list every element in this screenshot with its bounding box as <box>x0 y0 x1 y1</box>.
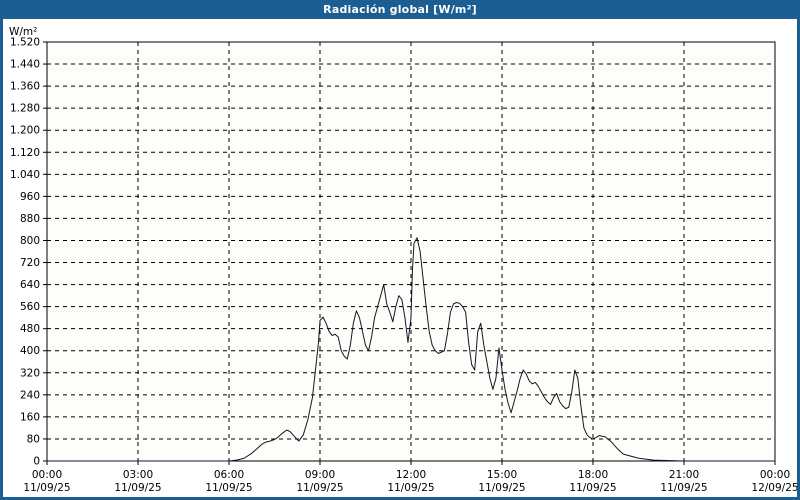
plot-frame <box>46 41 776 462</box>
y-axis-tick-label: 1.120 <box>10 147 40 159</box>
radiation-data-line <box>46 237 776 462</box>
vertical-gridlines <box>137 42 685 461</box>
y-axis-tick-label: 400 <box>20 345 40 357</box>
x-axis-date-label: 11/09/25 <box>660 482 707 494</box>
window-title-bar: Radiación global [W/m²] <box>0 0 800 19</box>
y-axis-tick-marks <box>43 41 47 462</box>
y-axis-tick-label: 960 <box>20 191 40 203</box>
page-title: Radiación global [W/m²] <box>323 3 477 16</box>
x-axis-time-label: 12:00 <box>396 469 426 481</box>
y-axis-labels: 0 80 160 240 320 400 480 560 640 720 800 880 960 1.04… <box>10 37 40 468</box>
x-axis-time-label: 21:00 <box>669 469 699 481</box>
y-axis-tick-label: 880 <box>20 213 40 225</box>
x-axis-time-label: 06:00 <box>214 469 244 481</box>
x-axis-date-label: 11/09/25 <box>569 482 616 494</box>
y-axis-tick-label: 160 <box>20 411 40 423</box>
y-axis-tick-label: 720 <box>20 257 40 269</box>
x-axis-date-label: 12/09/25 <box>751 482 797 494</box>
y-axis-tick-label: 1.520 <box>10 37 40 49</box>
y-axis-tick-label: 640 <box>20 279 40 291</box>
y-axis-tick-label: 80 <box>27 433 40 445</box>
radiation-line-chart: 0 80 160 240 320 400 480 560 640 720 800 880 960 1.04… <box>3 19 797 497</box>
x-axis-date-label: 11/09/25 <box>478 482 525 494</box>
y-axis-tick-label: 1.360 <box>10 81 40 93</box>
x-axis-date-label: 11/09/25 <box>23 482 70 494</box>
y-axis-tick-label: 1.440 <box>10 59 40 71</box>
x-axis-time-label: 18:00 <box>578 469 608 481</box>
x-axis-tick-marks <box>46 461 776 465</box>
x-axis-time-label: 03:00 <box>123 469 153 481</box>
x-axis-time-label: 00:00 <box>760 469 790 481</box>
x-axis-labels: 00:0011/09/2503:0011/09/2506:0011/09/250… <box>23 469 797 494</box>
x-axis-time-label: 00:00 <box>32 469 62 481</box>
y-axis-tick-label: 320 <box>20 367 40 379</box>
y-axis-tick-label: 0 <box>33 456 40 468</box>
y-axis-tick-label: 1.040 <box>10 169 40 181</box>
x-axis-date-label: 11/09/25 <box>114 482 161 494</box>
x-axis-time-label: 09:00 <box>305 469 335 481</box>
chart-panel: 0 80 160 240 320 400 480 560 640 720 800 880 960 1.04… <box>3 19 797 497</box>
x-axis-date-label: 11/09/25 <box>387 482 434 494</box>
y-axis-unit-label: W/m² <box>9 26 37 38</box>
x-axis-time-label: 15:00 <box>487 469 517 481</box>
y-axis-tick-label: 240 <box>20 389 40 401</box>
y-axis-tick-label: 480 <box>20 323 40 335</box>
y-axis-tick-label: 1.280 <box>10 103 40 115</box>
y-axis-tick-label: 560 <box>20 301 40 313</box>
y-axis-tick-label: 1.200 <box>10 125 40 137</box>
x-axis-date-label: 11/09/25 <box>205 482 252 494</box>
y-axis-tick-label: 800 <box>20 235 40 247</box>
chart-svg: 0 80 160 240 320 400 480 560 640 720 800 880 960 1.04… <box>9 26 797 494</box>
x-axis-date-label: 11/09/25 <box>296 482 343 494</box>
